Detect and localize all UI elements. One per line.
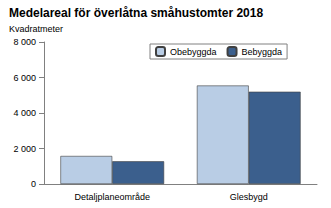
svg-text:Medelareal för överlåtna småhu: Medelareal för överlåtna småhustomter 20… <box>9 6 263 20</box>
svg-text:4 000: 4 000 <box>13 108 36 118</box>
svg-text:Kvadratmeter: Kvadratmeter <box>9 24 63 34</box>
svg-text:Detaljplaneområde: Detaljplaneområde <box>74 192 150 202</box>
svg-text:0: 0 <box>31 179 36 189</box>
svg-text:Obebyggda: Obebyggda <box>170 47 217 57</box>
svg-text:6 000: 6 000 <box>13 73 36 83</box>
svg-text:8 000: 8 000 <box>13 37 36 47</box>
svg-text:Glesbygd: Glesbygd <box>230 192 268 202</box>
svg-text:Bebyggda: Bebyggda <box>242 47 283 57</box>
svg-text:2 000: 2 000 <box>13 144 36 154</box>
